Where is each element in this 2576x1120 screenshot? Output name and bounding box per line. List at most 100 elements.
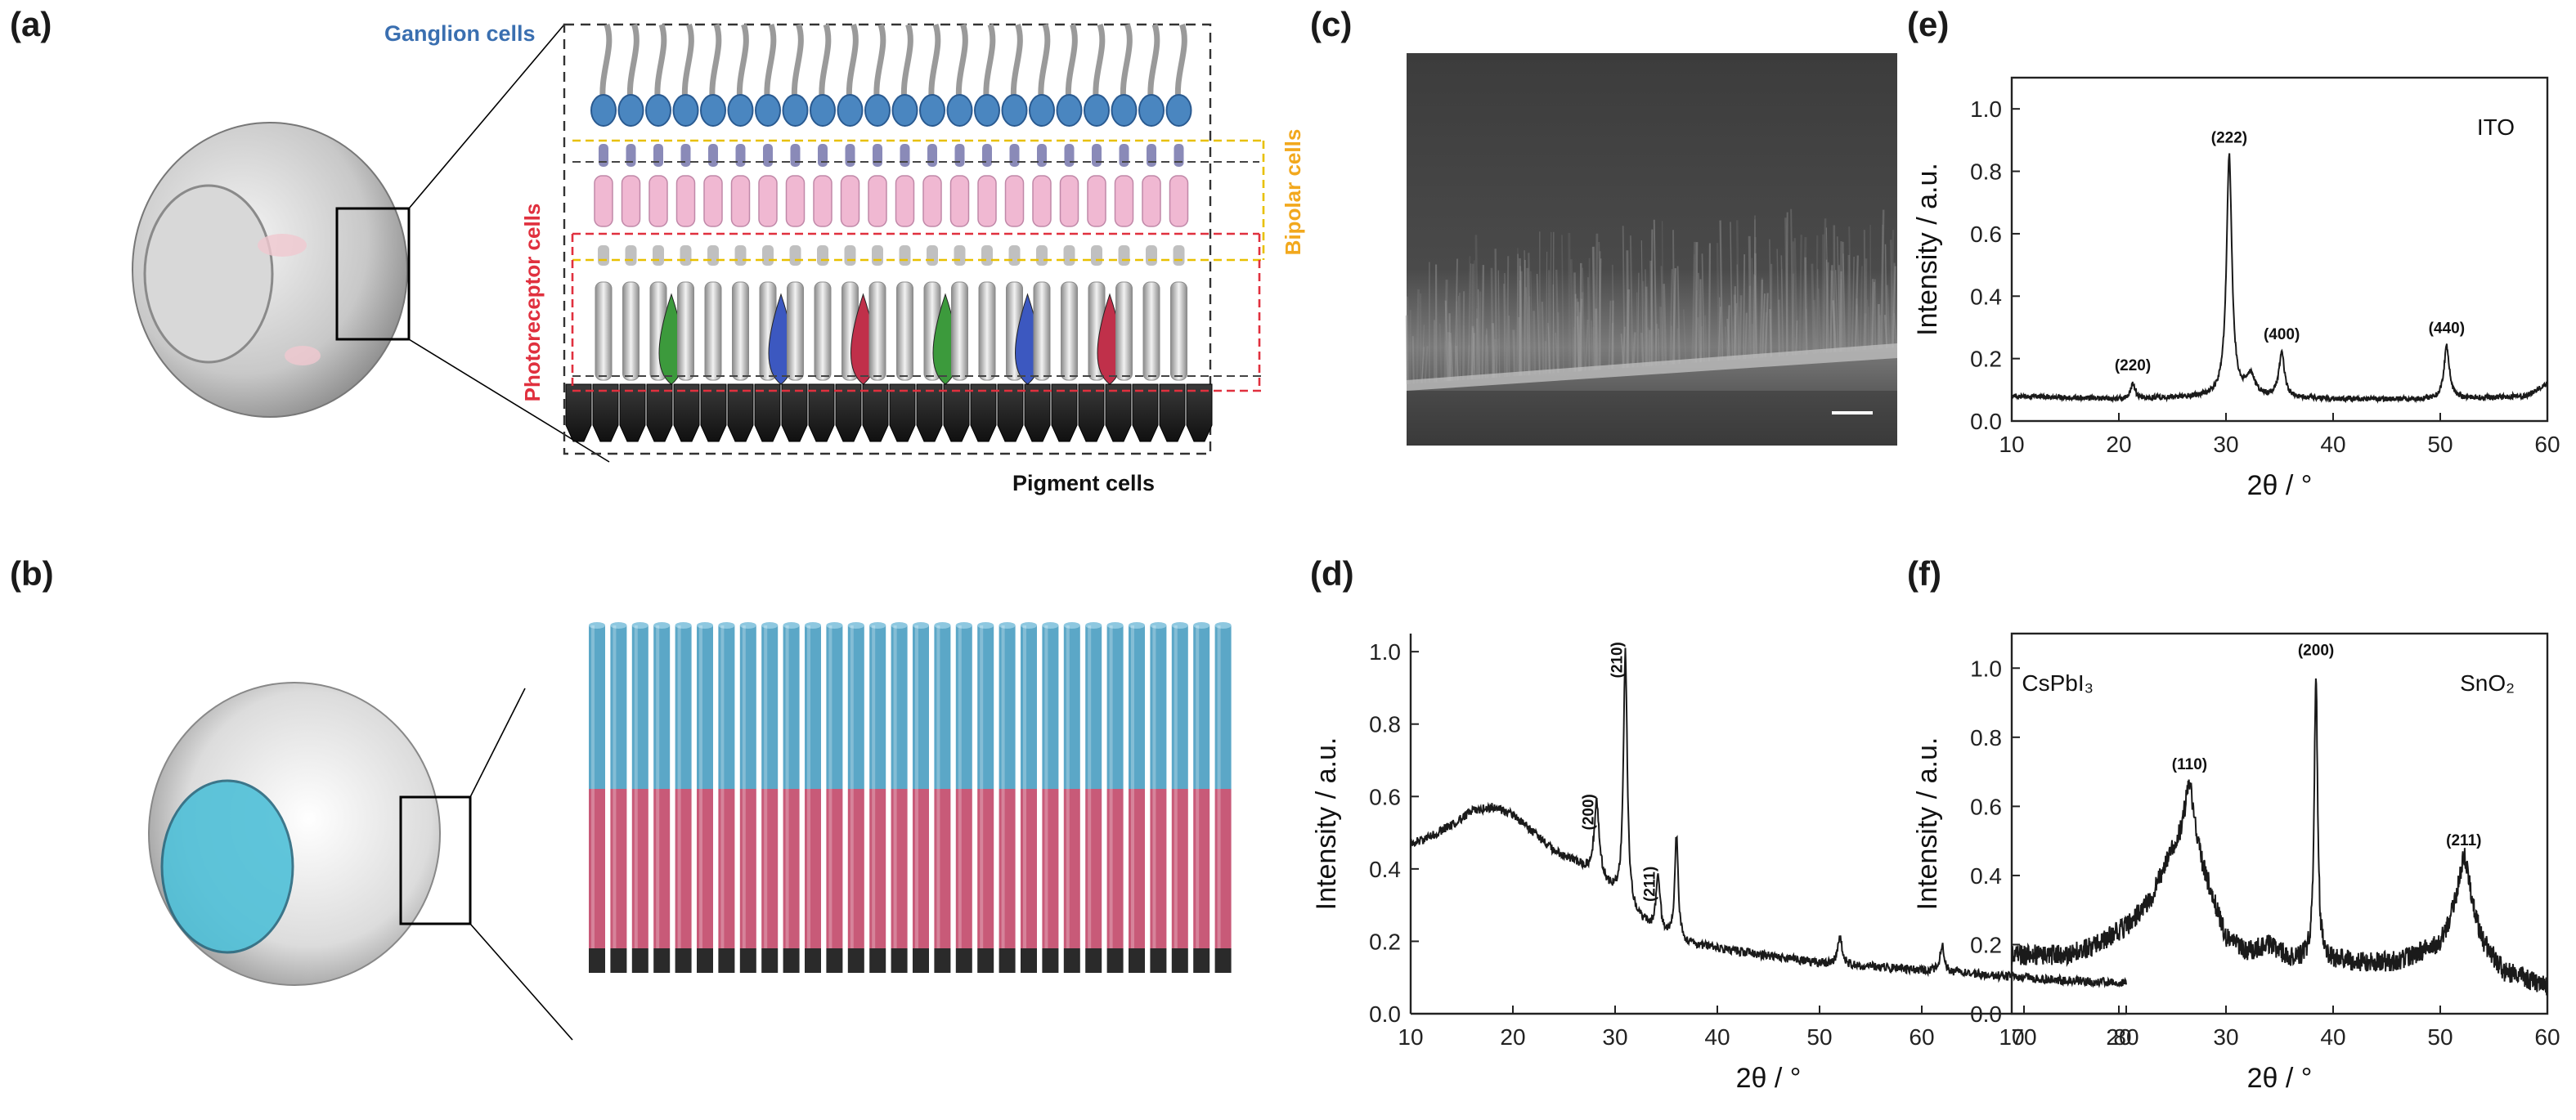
nanowire-base-segment: [1021, 948, 1037, 973]
nanowire-base-segment: [739, 948, 756, 973]
sem-streak: [1753, 215, 1756, 359]
panel-label-c: (c): [1310, 5, 1353, 43]
sem-streak: [1504, 272, 1508, 377]
nanowire-mid-segment: [1085, 789, 1102, 948]
sem-streak: [1733, 302, 1738, 360]
peak-label: (211): [1642, 867, 1659, 902]
sem-streak: [1438, 323, 1443, 382]
nanowire-tip: [1085, 622, 1102, 629]
y-tick-label: 0.8: [1970, 725, 2002, 750]
nanowire-highlight: [1174, 625, 1178, 948]
bipolar-connector: [708, 144, 718, 167]
axon-fiber: [1120, 23, 1133, 107]
pigment-cell: [808, 383, 835, 442]
pigment-cell: [970, 383, 997, 442]
sem-streak: [1730, 222, 1734, 361]
bipolar-connector: [1119, 144, 1129, 167]
nanowire-top-segment: [1193, 625, 1210, 789]
nanowire-top-segment: [977, 625, 994, 789]
pigment-cell: [592, 383, 619, 442]
pigment-cell: [1078, 383, 1105, 442]
nanowire-tip: [783, 622, 800, 629]
x-tick-label: 30: [2213, 432, 2238, 457]
sem-streak: [1573, 327, 1575, 372]
y-tick-label: 0.4: [1970, 284, 2002, 309]
bipolar-cell: [1004, 175, 1025, 227]
nanowire-mid-segment: [653, 789, 671, 948]
sem-streak: [1449, 332, 1454, 381]
sem-streak: [1769, 239, 1772, 357]
sem-streak: [1695, 290, 1698, 363]
eye-model-a: [132, 24, 610, 463]
sem-streak: [1462, 291, 1465, 380]
sem-streak: [1492, 338, 1497, 379]
sem-streak: [1561, 235, 1564, 373]
axon-fiber: [846, 23, 859, 107]
sem-streak: [1555, 332, 1559, 374]
panel-label-b: (b): [10, 554, 54, 593]
nanowire-highlight: [872, 625, 876, 948]
x-tick-label: 10: [1999, 1024, 2024, 1050]
sem-streak: [1892, 262, 1896, 348]
bipolar-connector: [1092, 144, 1102, 167]
nanowire-mid-segment: [631, 789, 648, 948]
nanowire-mid-segment: [697, 789, 713, 948]
axon-fiber: [1147, 23, 1160, 107]
nanowire-base-segment: [1171, 948, 1188, 973]
synapse: [707, 245, 719, 266]
synapse: [817, 245, 828, 266]
bipolar-connector: [1037, 144, 1047, 167]
rod-cell: [677, 281, 694, 381]
ganglion-cell: [919, 94, 945, 127]
nanowire-mid-segment: [1214, 789, 1232, 948]
nanowire-tip: [847, 622, 864, 629]
pigment-cell: [565, 383, 592, 442]
nanowire-tip: [1063, 622, 1080, 629]
sem-streak: [1822, 218, 1827, 353]
nanowire-tip: [934, 622, 951, 629]
nanowire-base-segment: [1042, 948, 1059, 973]
nanowire-mid-segment: [1063, 789, 1080, 948]
sem-streak: [1416, 289, 1420, 384]
sem-streak: [1654, 324, 1658, 366]
bipolar-cell: [621, 175, 641, 227]
sem-streak: [1631, 332, 1636, 368]
bipolar-connector: [1009, 144, 1020, 167]
nanowire-highlight: [677, 625, 681, 948]
sem-streak: [1890, 240, 1894, 348]
ganglion-cell: [1165, 94, 1192, 127]
nanowire-tip: [805, 622, 821, 629]
nanowire-base-segment: [869, 948, 886, 973]
y-tick-label: 0.6: [1970, 794, 2002, 819]
sem-streak: [1798, 235, 1802, 355]
axon-fiber: [1093, 23, 1106, 107]
x-tick-label: 10: [1999, 432, 2024, 457]
sem-streak: [1848, 226, 1852, 352]
sem-streak: [1884, 244, 1887, 348]
nanowire-tip: [631, 622, 648, 629]
sem-streak: [1456, 295, 1460, 381]
nanowire-tip: [653, 622, 671, 629]
rod-cell: [595, 281, 613, 381]
bipolar-connector: [653, 144, 663, 167]
sem-streak: [1525, 287, 1529, 375]
sem-streak: [1517, 248, 1520, 376]
sem-streak: [1424, 346, 1429, 383]
sem-streak: [1409, 310, 1411, 384]
ganglion-cell: [974, 94, 1000, 127]
nanowire-tip: [1042, 622, 1059, 629]
sem-streak: [1468, 263, 1471, 380]
synapse: [872, 245, 883, 266]
sem-streak: [1701, 253, 1705, 362]
peak-label: (200): [1581, 794, 1598, 830]
bipolar-connector: [1147, 144, 1156, 167]
sem-streak: [1731, 314, 1736, 361]
nanowire-tip: [697, 622, 713, 629]
pigment-cell: [727, 383, 754, 442]
sem-streak: [1738, 295, 1743, 360]
sem-streak: [1472, 327, 1476, 379]
sem-streak: [1744, 312, 1748, 359]
nanowire-tip: [826, 622, 843, 629]
synapse: [680, 245, 692, 266]
